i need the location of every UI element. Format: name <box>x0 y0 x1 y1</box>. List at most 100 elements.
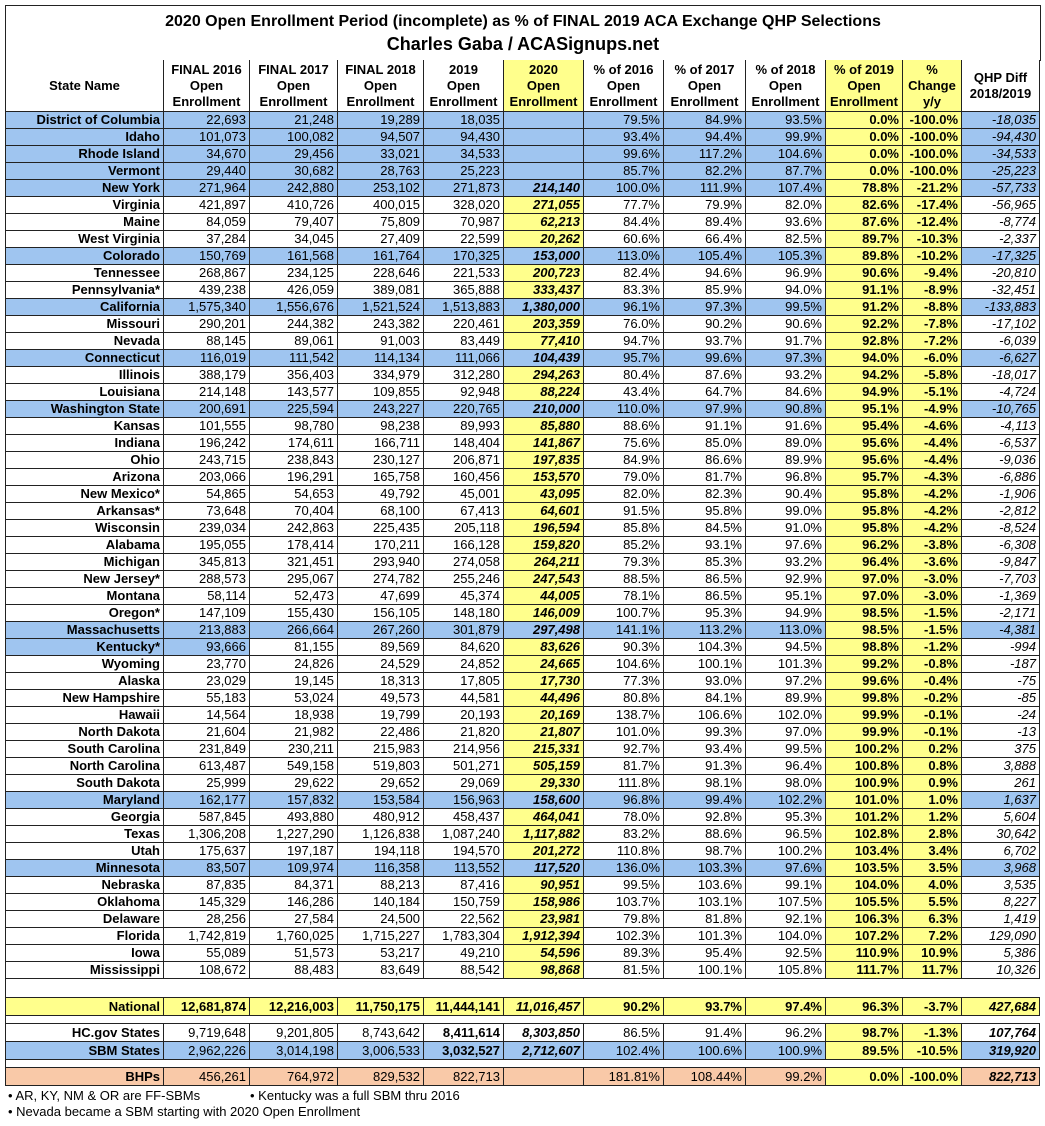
cell: 230,211 <box>250 741 338 758</box>
cell: 3,968 <box>962 860 1040 877</box>
cell: 6.3% <box>903 911 962 928</box>
cell: 1,715,227 <box>338 928 424 945</box>
header-line: 2018/2019 <box>969 85 1032 101</box>
cell: 92.9% <box>746 571 826 588</box>
cell: 105.5% <box>826 894 903 911</box>
cell: 89,569 <box>338 639 424 656</box>
cell: 21,820 <box>424 724 504 741</box>
cell: 153,570 <box>504 469 584 486</box>
cell: 91.2% <box>826 299 903 316</box>
header-line: Open <box>606 77 641 93</box>
cell: 214,148 <box>164 384 250 401</box>
cell: 97.2% <box>746 673 826 690</box>
cell: 141.1% <box>584 622 664 639</box>
cell: 96.2% <box>826 537 903 554</box>
cell: 92.1% <box>746 911 826 928</box>
cell: 62,213 <box>504 214 584 231</box>
cell: 113.0% <box>584 248 664 265</box>
state-name: Utah <box>6 843 164 860</box>
cell: 67,413 <box>424 503 504 520</box>
cell: 100.1% <box>664 962 746 979</box>
cell: -4.3% <box>903 469 962 486</box>
cell: 85.0% <box>664 435 746 452</box>
cell: -0.1% <box>903 707 962 724</box>
summary-cell: 181.81% <box>584 1068 664 1086</box>
cell: 17,805 <box>424 673 504 690</box>
cell: -1.5% <box>903 622 962 639</box>
cell: 98.0% <box>746 775 826 792</box>
cell: 79,407 <box>250 214 338 231</box>
cell: 92.7% <box>584 741 664 758</box>
cell: 1,380,000 <box>504 299 584 316</box>
cell: 1,912,394 <box>504 928 584 945</box>
cell: 90.2% <box>664 316 746 333</box>
summary-cell: 3,006,533 <box>338 1042 424 1060</box>
summary-cell: 11,016,457 <box>504 998 584 1016</box>
cell: -4.2% <box>903 486 962 503</box>
cell: 150,759 <box>424 894 504 911</box>
cell: 101.3% <box>746 656 826 673</box>
cell: 87.6% <box>664 367 746 384</box>
cell: 79.8% <box>584 911 664 928</box>
cell: 247,543 <box>504 571 584 588</box>
cell: 95.8% <box>826 520 903 537</box>
cell: 94.9% <box>746 605 826 622</box>
cell: 94.6% <box>664 265 746 282</box>
cell: 49,573 <box>338 690 424 707</box>
cell: 85.7% <box>584 163 664 180</box>
header-line: Open <box>526 77 561 93</box>
cell: 3.5% <box>903 860 962 877</box>
cell: 1,575,340 <box>164 299 250 316</box>
summary-cell: 0.0% <box>826 1068 903 1086</box>
state-name: Ohio <box>6 452 164 469</box>
cell: 94.9% <box>826 384 903 401</box>
cell: 89.7% <box>826 231 903 248</box>
cell: -4,381 <box>962 622 1040 639</box>
cell: -18,035 <box>962 112 1040 129</box>
header-line: Enrollment <box>509 93 578 109</box>
header-line: Open <box>276 77 311 93</box>
cell: -3.8% <box>903 537 962 554</box>
cell: 19,289 <box>338 112 424 129</box>
cell: 97.3% <box>664 299 746 316</box>
cell: 231,849 <box>164 741 250 758</box>
cell: 87,416 <box>424 877 504 894</box>
state-name: West Virginia <box>6 231 164 248</box>
cell: 244,382 <box>250 316 338 333</box>
cell: 90.6% <box>746 316 826 333</box>
cell: -8.8% <box>903 299 962 316</box>
cell: 103.3% <box>664 860 746 877</box>
cell: 95.3% <box>664 605 746 622</box>
summary-cell: 822,713 <box>962 1068 1040 1086</box>
cell: 23,770 <box>164 656 250 673</box>
cell: 145,329 <box>164 894 250 911</box>
cell: 99.6% <box>584 146 664 163</box>
cell: 1.0% <box>903 792 962 809</box>
cell: 100.1% <box>664 656 746 673</box>
cell: -8,774 <box>962 214 1040 231</box>
cell: 81.5% <box>584 962 664 979</box>
cell: 106.3% <box>826 911 903 928</box>
cell: 1,087,240 <box>424 826 504 843</box>
cell: -2,337 <box>962 231 1040 248</box>
cell: 33,021 <box>338 146 424 163</box>
cell: 519,803 <box>338 758 424 775</box>
cell: 29,456 <box>250 146 338 163</box>
cell: 22,599 <box>424 231 504 248</box>
cell: 197,187 <box>250 843 338 860</box>
cell: 97.6% <box>746 860 826 877</box>
cell: 102.2% <box>746 792 826 809</box>
cell: 99.6% <box>664 350 746 367</box>
header-line: Enrollment <box>259 93 328 109</box>
summary-label: SBM States <box>6 1042 164 1060</box>
cell: 44,581 <box>424 690 504 707</box>
cell: 104,439 <box>504 350 584 367</box>
cell: -7,703 <box>962 571 1040 588</box>
cell: 98.5% <box>826 605 903 622</box>
summary-cell: 91.4% <box>664 1024 746 1042</box>
cell: 148,180 <box>424 605 504 622</box>
state-name: Mississippi <box>6 962 164 979</box>
state-name: South Carolina <box>6 741 164 758</box>
cell: 1,637 <box>962 792 1040 809</box>
summary-cell: 9,201,805 <box>250 1024 338 1042</box>
